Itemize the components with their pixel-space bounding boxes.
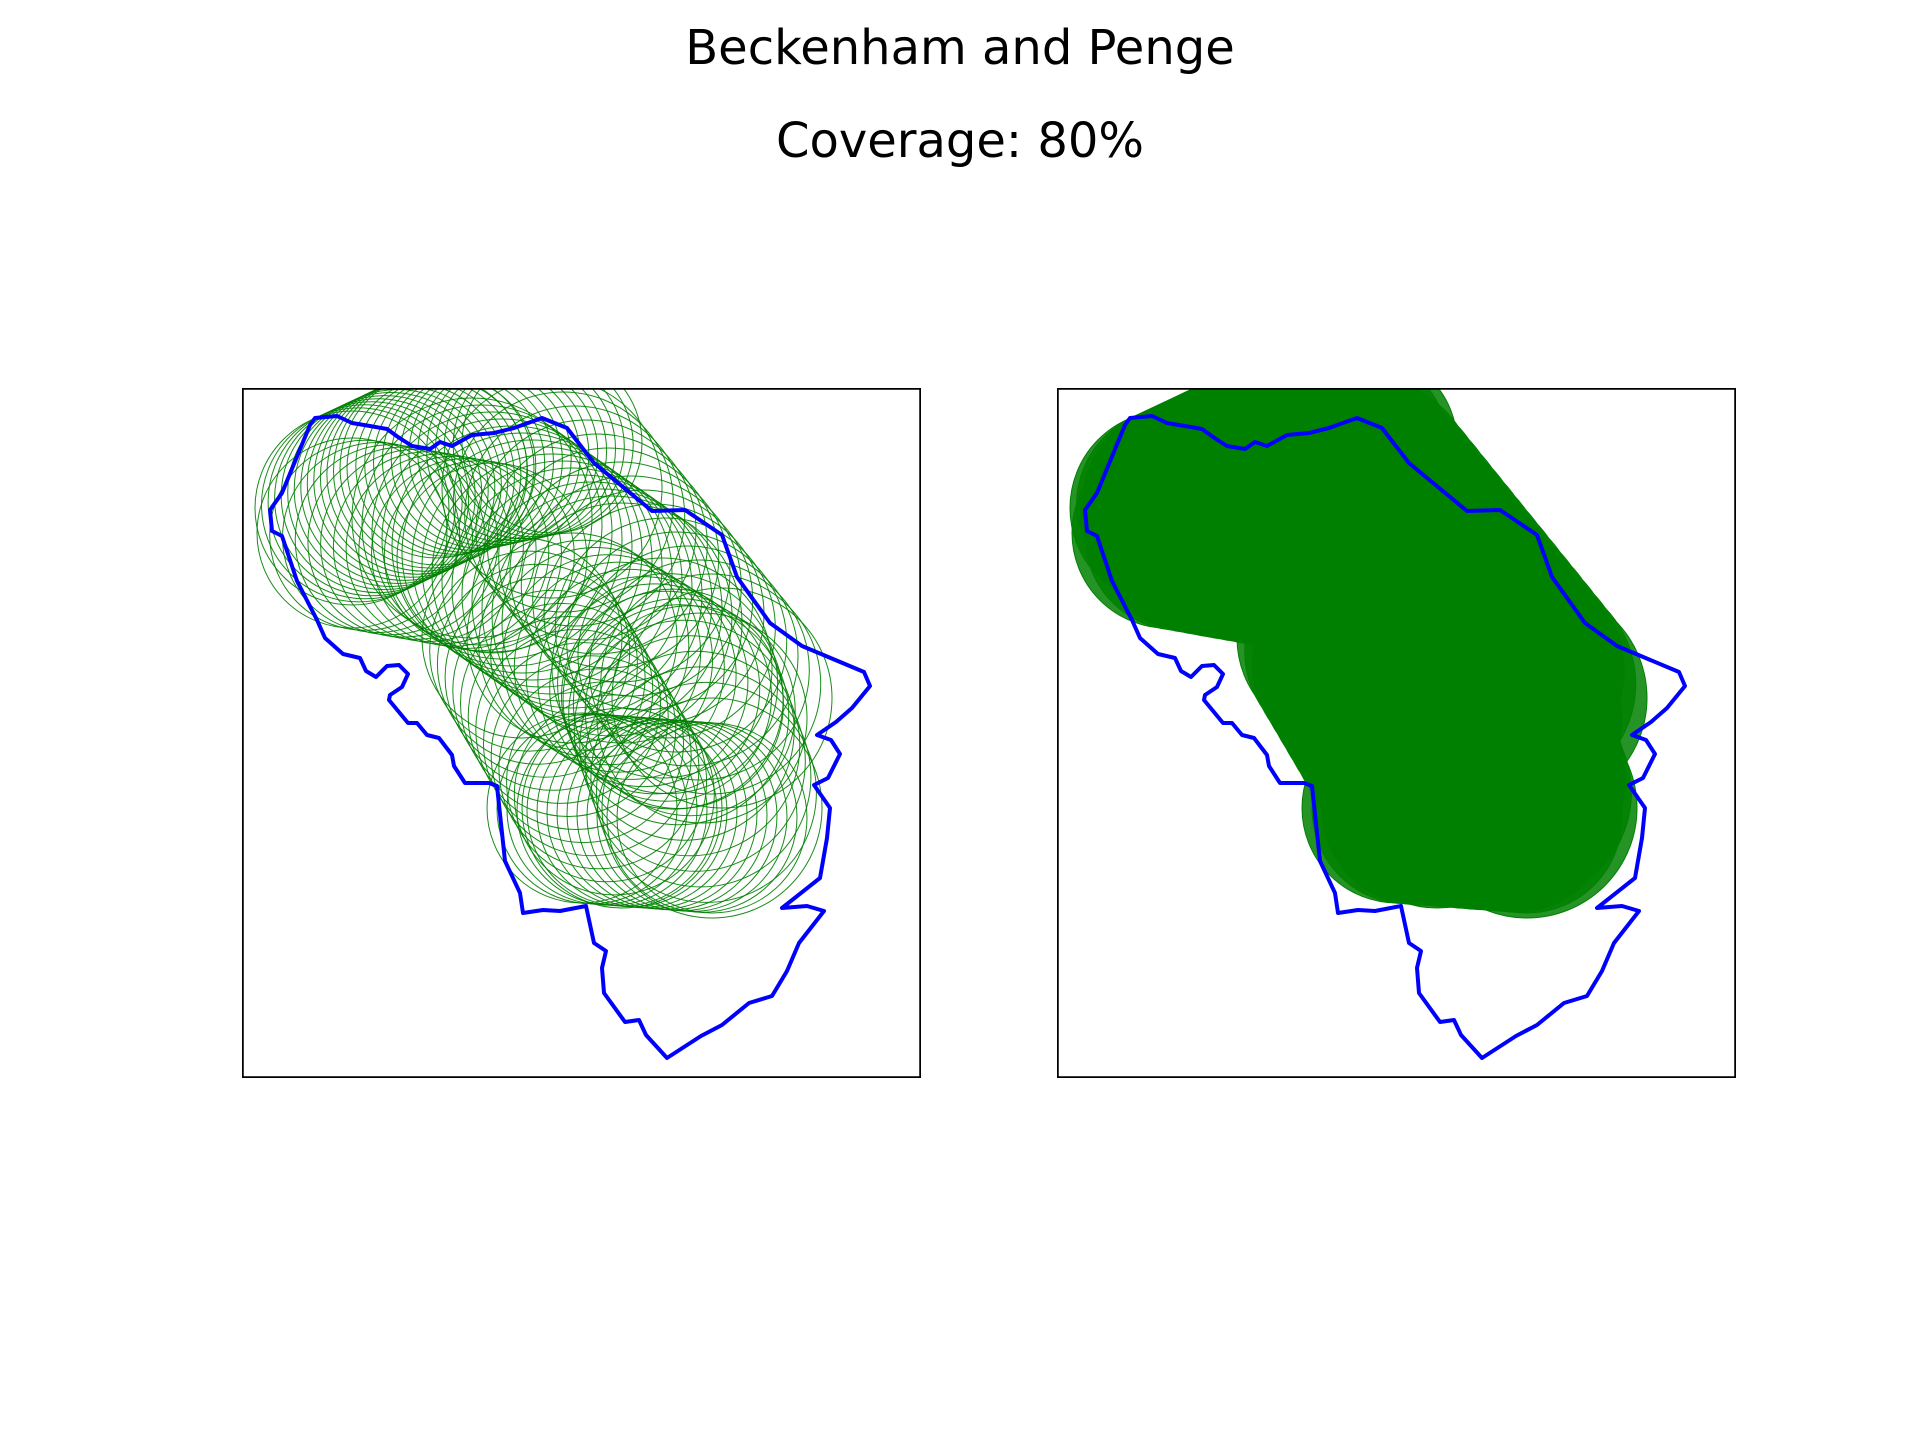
- borough-boundary: [268, 414, 872, 1060]
- coverage-circle: [332, 451, 524, 643]
- coverage-circle: [345, 453, 537, 645]
- coverage-circle: [452, 391, 674, 613]
- coverage-circle: [390, 388, 572, 549]
- coverage-circle: [426, 388, 608, 542]
- coverage-circles-filled: [1069, 388, 1648, 919]
- coverage-circle: [333, 388, 528, 569]
- coverage-circle: [551, 557, 773, 779]
- coverage-circle: [287, 395, 483, 591]
- coverage-circle: [269, 439, 461, 631]
- coverage-circle: [401, 432, 643, 674]
- coverage-circle: [274, 401, 470, 597]
- coverage-circle: [475, 629, 677, 830]
- map-panel-filled-circles: [1057, 388, 1736, 1078]
- coverage-circle: [596, 612, 808, 824]
- coverage-circle: [444, 576, 646, 778]
- coverage-circle: [460, 602, 661, 804]
- coverage-circles-outline: [254, 388, 833, 919]
- coverage-circle: [557, 573, 779, 795]
- coverage-circle: [483, 642, 684, 844]
- coverage-circle: [294, 444, 486, 636]
- coverage-circle: [254, 410, 450, 606]
- coverage-circle: [600, 573, 822, 795]
- coverage-circle: [577, 545, 799, 767]
- coverage-circle: [436, 563, 638, 765]
- map-panel-outline-circles: [242, 388, 921, 1078]
- coverage-circle: [498, 447, 720, 669]
- coverage-circle: [595, 681, 817, 903]
- coverage-circle: [601, 697, 823, 919]
- coverage-circle: [561, 590, 772, 802]
- coverage-circle: [261, 407, 456, 603]
- coverage-circle: [429, 550, 631, 752]
- coverage-circle: [267, 404, 463, 600]
- coverage-circle: [256, 437, 448, 629]
- coverage-circle: [588, 559, 810, 781]
- coverage-circle: [506, 681, 708, 883]
- coverage-circle: [467, 616, 669, 817]
- coverage-circle: [373, 388, 554, 553]
- plot-frame: [242, 388, 921, 1078]
- coverage-circle: [616, 722, 808, 914]
- coverage-circle: [525, 568, 737, 780]
- coverage-circle: [326, 388, 522, 572]
- coverage-circle: [590, 666, 812, 888]
- coverage-circle: [320, 448, 512, 640]
- plot-frame: [1057, 388, 1736, 1078]
- coverage-circle: [421, 537, 623, 739]
- coverage-circle: [319, 388, 515, 575]
- coverage-circle: [549, 583, 761, 795]
- coverage-circle: [306, 388, 502, 581]
- coverage-circle: [452, 589, 654, 791]
- coverage-circle: [411, 439, 653, 681]
- coverage-circle: [566, 531, 788, 753]
- coverage-circle: [396, 462, 588, 654]
- coverage-circle: [441, 388, 663, 599]
- coverage-circle: [513, 561, 725, 773]
- coverage-circle: [509, 461, 731, 683]
- coverage-circle: [381, 418, 623, 660]
- coverage-circle: [339, 388, 535, 566]
- coverage-circle: [1416, 697, 1638, 919]
- coverage-circle: [490, 655, 692, 857]
- coverage-circle: [435, 388, 616, 540]
- coverage-circle: [464, 405, 686, 627]
- coverage-circle: [579, 635, 801, 857]
- coverage-circle: [293, 392, 489, 587]
- coverage-circle: [351, 397, 593, 639]
- coverage-circle: [346, 388, 528, 559]
- figure-title: Beckenham and Penge: [685, 20, 1235, 76]
- coverage-circle: [381, 388, 563, 551]
- coverage-circle: [307, 446, 499, 638]
- coverage-circle: [521, 707, 723, 909]
- coverage-circle: [355, 388, 537, 557]
- coverage-subtitle: Coverage: 80%: [775, 113, 1145, 169]
- coverage-circle: [584, 650, 806, 872]
- coverage-circle: [573, 619, 795, 841]
- coverage-circle: [475, 419, 697, 641]
- coverage-circle: [490, 547, 702, 758]
- coverage-circle: [361, 404, 603, 646]
- coverage-circle: [498, 668, 700, 870]
- coverage-circle: [513, 694, 715, 896]
- borough-boundary: [1083, 414, 1687, 1060]
- coverage-circle: [568, 604, 790, 826]
- coverage-circle: [562, 588, 784, 810]
